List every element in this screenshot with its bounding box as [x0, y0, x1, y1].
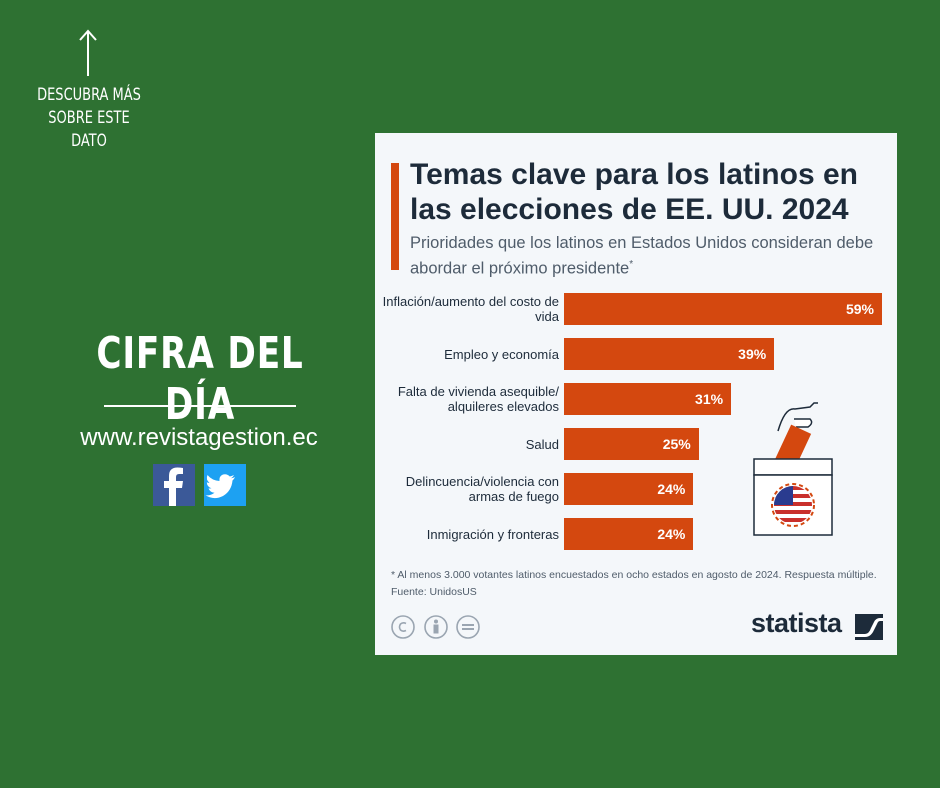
social-icons — [153, 464, 246, 506]
footnote: * Al menos 3.000 votantes latinos encues… — [391, 569, 877, 581]
bar — [564, 518, 694, 550]
category-label: Empleo y economía — [444, 346, 559, 362]
value-label: 39% — [738, 346, 767, 362]
title-accent — [391, 163, 399, 270]
value-label: 59% — [845, 301, 874, 317]
cta-line: SOBRE ESTE — [48, 108, 130, 128]
value-label: 24% — [657, 526, 686, 542]
divider — [104, 405, 296, 407]
brand[interactable]: statista — [751, 608, 842, 638]
category-label: Salud — [525, 436, 559, 452]
facebook-icon[interactable] — [153, 464, 195, 506]
headline: CIFRA DEL DÍA — [96, 328, 304, 430]
category-label: Inflación/aumento del costo de vida — [382, 294, 559, 324]
bar — [564, 338, 775, 370]
arrow-icon — [79, 29, 97, 76]
category-label: Falta de vivienda asequible/ alquileres … — [397, 384, 559, 414]
bar — [564, 293, 882, 325]
bar — [564, 473, 694, 505]
subtitle-text: Prioridades que los latinos en Estados U… — [410, 234, 874, 278]
value-label: 25% — [662, 436, 691, 452]
bar — [564, 428, 699, 460]
twitter-icon[interactable] — [204, 464, 246, 506]
source[interactable]: Fuente: UnidosUS — [391, 586, 477, 598]
category-label: Inmigración y fronteras — [426, 526, 559, 542]
value-label: 24% — [657, 481, 686, 497]
chart-card: Temas clave para los latinos en las elec… — [375, 133, 897, 655]
cta[interactable]: DESCUBRA MÁS SOBRE ESTE DATO — [25, 84, 153, 153]
ballot-illustration — [753, 402, 833, 536]
brand-logo — [855, 614, 883, 640]
category-label: Delincuencia/violencia con armas de fueg… — [405, 474, 559, 504]
website[interactable]: www.revistagestion.ec — [80, 424, 318, 451]
license-icons — [391, 615, 480, 639]
cta-line: DESCUBRA MÁS — [37, 85, 141, 105]
chart-title: Temas clave para los latinos en las elec… — [410, 158, 858, 226]
bar — [564, 383, 732, 415]
subtitle-mark: * — [629, 259, 634, 270]
chart-subtitle: Prioridades que los latinos en Estados U… — [410, 233, 880, 280]
cta-line: DATO — [71, 131, 107, 151]
value-label: 31% — [695, 391, 724, 407]
